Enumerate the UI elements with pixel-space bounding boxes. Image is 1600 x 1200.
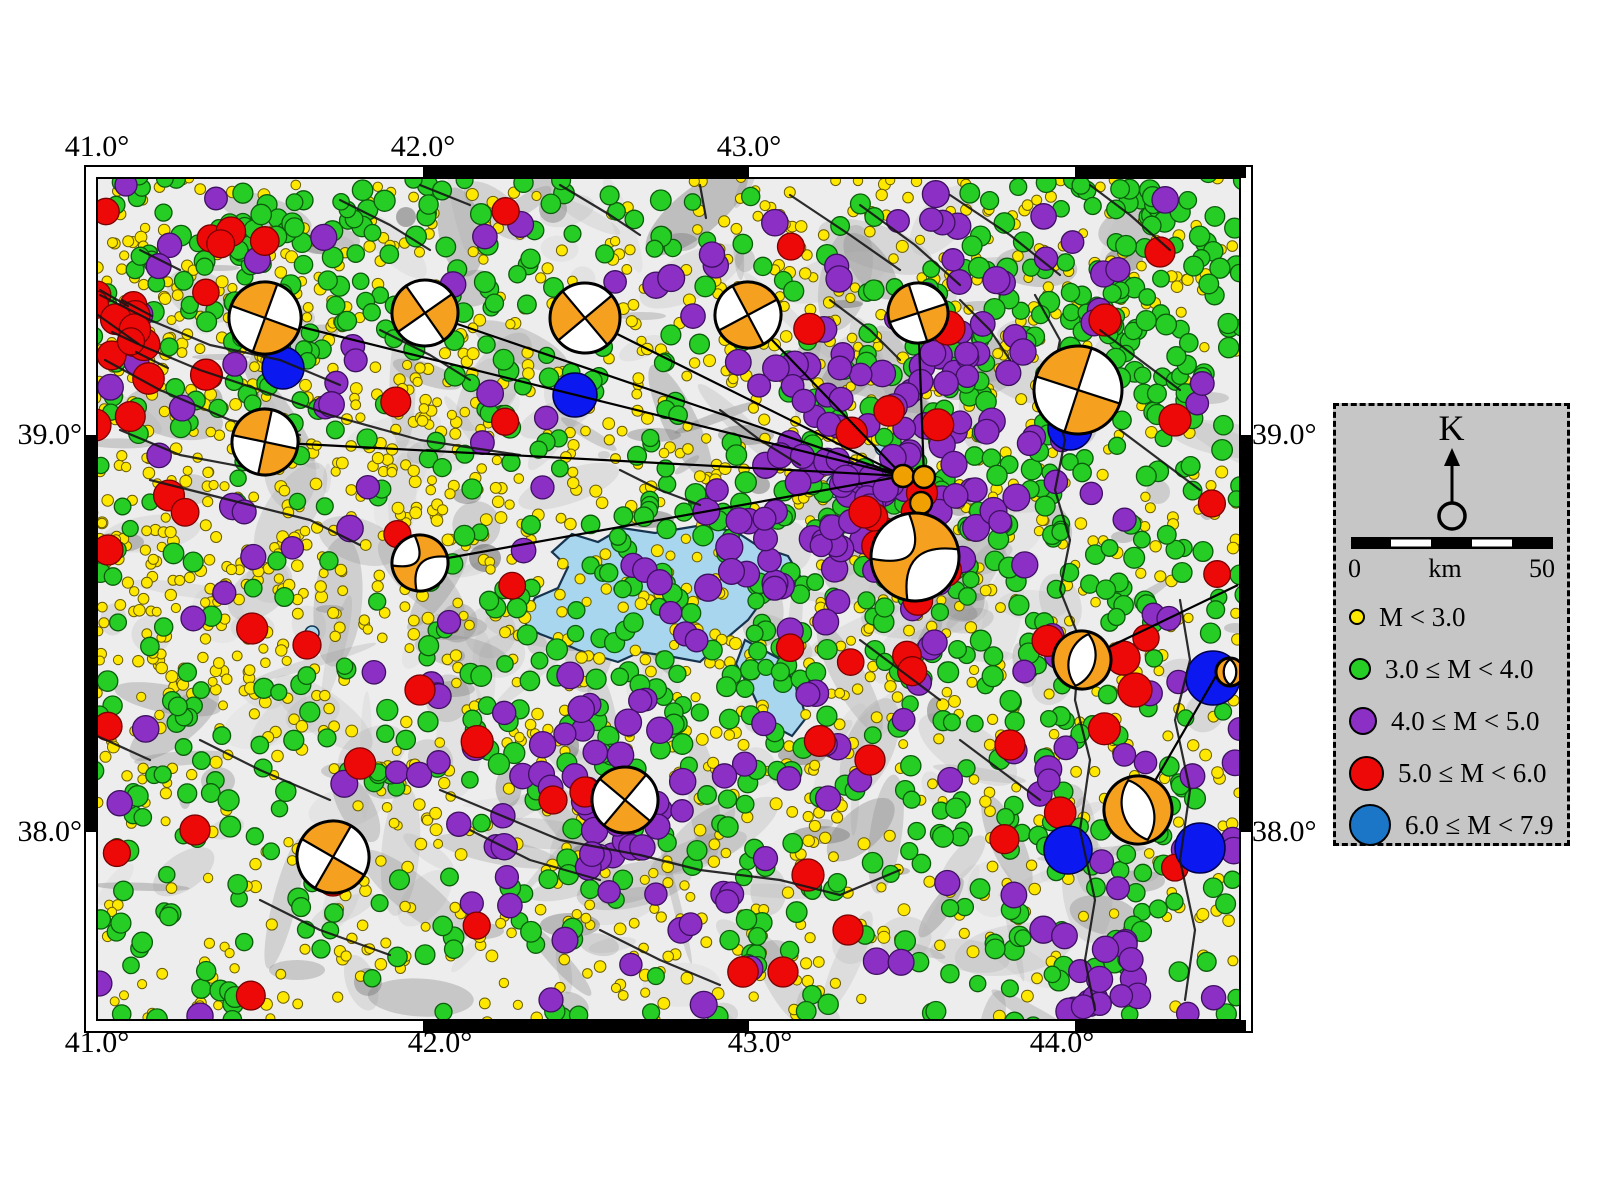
legend-item-m-lt-3: M < 3.0 [1336,591,1567,643]
lon-label-bottom-44: 44.0° [1029,1026,1095,1059]
legend-item-m-3-4: 3.0 ≤ M < 4.0 [1336,643,1567,695]
focal-mechanism-beachball [227,280,303,356]
focal-mechanism-beachball [1051,629,1113,691]
legend-items: M < 3.0 3.0 ≤ M < 4.0 4.0 ≤ M < 5.0 5.0 … [1336,591,1567,851]
legend-item-m-6-79: 6.0 ≤ M < 7.9 [1336,799,1567,851]
legend-item-m-4-5: 4.0 ≤ M < 5.0 [1336,695,1567,747]
magnitude-swatch-blue [1349,804,1391,846]
scale-bar-labels: 0 km 50 [1336,555,1567,583]
map-frame [84,165,1253,1033]
focal-mechanism-beachball [390,278,460,348]
lat-label-right-39: 39.0° [1252,418,1317,451]
focal-mechanism-beachball [713,280,783,350]
focal-mechanism-beachball [1032,344,1124,436]
lat-label-left-38: 38.0° [17,815,83,848]
scale-unit: km [1428,554,1462,583]
map-legend: K 0 km 50 M < 3.0 [1333,403,1570,846]
magnitude-swatch-green [1349,658,1371,680]
lon-label-top-42: 42.0° [390,130,456,163]
scale-bar [1336,536,1567,555]
focal-mechanism-beachball [869,511,961,603]
lat-label-right-38: 38.0° [1252,815,1317,848]
legend-item-label: 5.0 ≤ M < 6.0 [1398,757,1547,788]
lat-label-left-39: 39.0° [17,418,83,451]
legend-item-label: 4.0 ≤ M < 5.0 [1391,705,1540,736]
north-label: K [1438,408,1465,448]
focal-mechanism-beachball [1214,656,1240,688]
focal-mechanism-beachball [295,819,371,895]
focal-mechanism-beachball [1102,774,1174,846]
focal-mechanism-beachball [886,281,950,345]
scale-zero: 0 [1348,554,1361,583]
legend-item-label: M < 3.0 [1379,601,1466,632]
focal-mechanism-beachball [590,765,660,835]
focal-mechanism-beachball [230,407,300,477]
scale-max: 50 [1528,554,1555,583]
magnitude-swatch-red [1349,755,1384,791]
magnitude-swatch-purple [1349,707,1377,735]
lon-label-top-43: 43.0° [716,130,782,163]
north-arrow-icon [1336,448,1567,534]
focal-mechanism-beachball [390,533,450,593]
lon-label-top-41: 41.0° [64,130,130,163]
magnitude-swatch-yellow [1349,609,1365,625]
legend-item-m-5-6: 5.0 ≤ M < 6.0 [1336,747,1567,799]
lon-label-bottom-43: 43.0° [727,1026,793,1059]
legend-item-label: 6.0 ≤ M < 7.9 [1405,809,1554,840]
focal-mechanism-layer [227,278,1240,895]
legend-item-label: 3.0 ≤ M < 4.0 [1385,653,1534,684]
focal-mechanism-beachball [548,281,622,355]
red-events-extra [97,236,1192,988]
lon-label-bottom-42: 42.0° [407,1026,473,1059]
lon-label-bottom-41: 41.0° [64,1026,130,1059]
epicenter-orange-markers [890,463,937,516]
